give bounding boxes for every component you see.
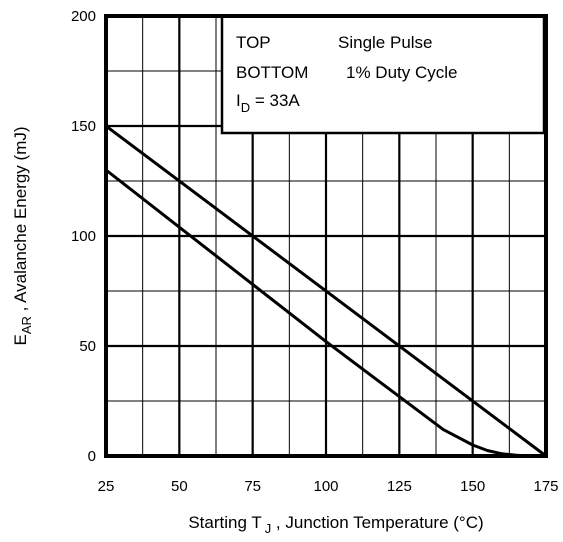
y-tick-label: 200 <box>71 8 96 25</box>
y-axis-label-subscript: AR <box>19 316 34 334</box>
x-tick-label: 25 <box>98 478 115 495</box>
legend: TOP Single Pulse BOTTOM 1% Duty Cycle ID… <box>220 14 546 135</box>
x-axis-label-prefix: Starting T <box>188 513 261 532</box>
x-tick-label: 100 <box>313 478 338 495</box>
legend-current-subscript: D <box>241 100 250 115</box>
legend-current: ID = 33A <box>236 91 300 115</box>
x-axis-label: Starting T J , Junction Temperature (°C) <box>188 513 483 536</box>
legend-current-value: = 33A <box>250 91 300 110</box>
x-tick-label: 50 <box>171 478 188 495</box>
y-axis-label-suffix: , Avalanche Energy (mJ) <box>11 126 30 316</box>
y-tick-labels: 0 50 100 150 200 <box>71 8 96 465</box>
x-tick-label: 150 <box>460 478 485 495</box>
legend-top-value: Single Pulse <box>338 33 433 52</box>
x-tick-label: 175 <box>533 478 558 495</box>
plot-frame <box>104 14 548 458</box>
x-axis-label-suffix: , Junction Temperature (°C) <box>271 513 483 532</box>
series-line-top <box>105 124 547 458</box>
legend-bottom-label: BOTTOM <box>236 63 308 82</box>
legend-current-symbol: I <box>236 91 241 110</box>
y-axis-label-prefix: E <box>11 334 30 345</box>
x-tick-labels: 25 50 75 100 125 150 175 <box>98 478 559 495</box>
y-tick-label: 0 <box>88 448 96 465</box>
y-axis-label: EAR , Avalanche Energy (mJ) <box>11 126 34 345</box>
x-axis-label-subscript: J <box>265 521 272 536</box>
y-tick-label: 150 <box>71 118 96 135</box>
legend-bottom-value: 1% Duty Cycle <box>346 63 457 82</box>
y-tick-label: 100 <box>71 228 96 245</box>
y-tick-label: 50 <box>79 338 96 355</box>
legend-box <box>220 14 546 135</box>
x-tick-label: 125 <box>387 478 412 495</box>
legend-top-label: TOP <box>236 33 271 52</box>
x-tick-label: 75 <box>244 478 261 495</box>
